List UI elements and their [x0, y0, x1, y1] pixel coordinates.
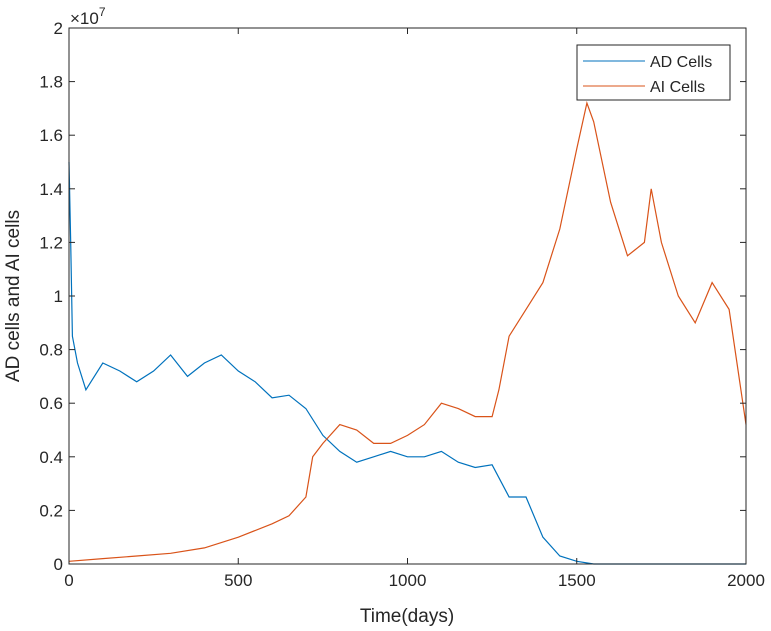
y-tick-label: 1	[54, 287, 63, 306]
y-axis-label: AD cells and AI cells	[3, 210, 24, 382]
axes-box	[68, 27, 747, 565]
y-tick-label: 1.8	[39, 73, 63, 92]
y-tick-label: 0.2	[39, 501, 63, 520]
y-tick-label: 1.4	[39, 180, 63, 199]
y-tick-label: 1.6	[39, 126, 63, 145]
y-tick-label: 0.4	[39, 448, 63, 467]
x-tick-label: 500	[224, 571, 252, 590]
series-line-ai	[68, 100, 747, 562]
x-tick-label: 1000	[389, 571, 427, 590]
legend-label-ad: AD Cells	[650, 54, 712, 71]
legend: AD Cells AI Cells	[576, 44, 731, 101]
y-exponent-label: ×107	[70, 5, 106, 28]
y-tick-label: 2	[54, 19, 63, 38]
x-tick-label: 0	[64, 571, 73, 590]
series-line-ad	[68, 161, 746, 565]
y-tick-label: 0.8	[39, 341, 63, 360]
y-tick-label: 0.6	[39, 394, 63, 413]
legend-box	[576, 44, 731, 101]
x-tick-label: 2000	[727, 571, 765, 590]
legend-label-ai: AI Cells	[650, 79, 705, 96]
x-axis-label: Time(days)	[360, 606, 454, 627]
x-tick-label: 1500	[558, 571, 596, 590]
y-tick-label: 1.2	[39, 233, 63, 252]
y-tick-label: 0	[54, 555, 63, 574]
